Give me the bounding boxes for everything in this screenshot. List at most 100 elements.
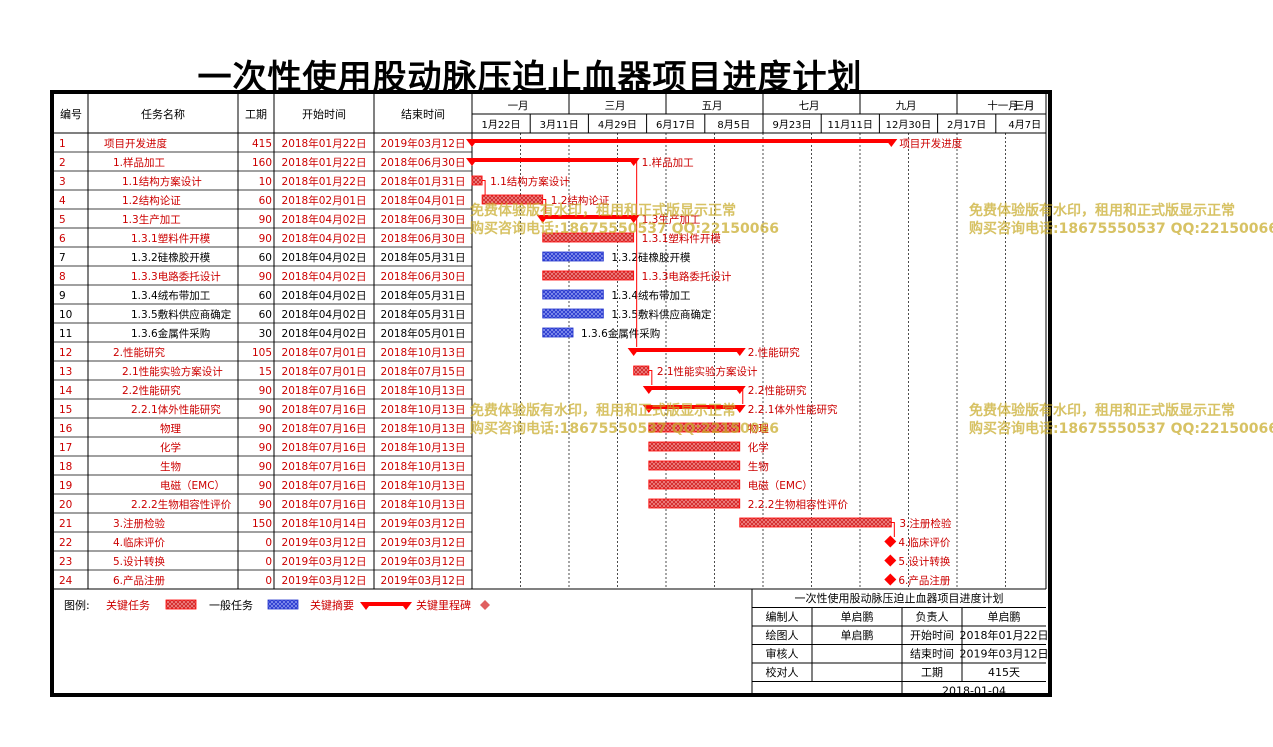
legend-normal-swatch [267, 599, 299, 610]
bar-label: 2.1性能实验方案设计 [657, 365, 758, 378]
task-end: 2019年03月12日 [381, 555, 466, 568]
task-name: 1.3生产加工 [122, 213, 181, 226]
task-end: 2018年06月30日 [381, 270, 466, 283]
bar-label: 1.3.1塑料件开模 [642, 232, 722, 245]
dependency-arrow [633, 161, 638, 347]
bar-label: 电磁（EMC） [748, 479, 813, 492]
month-label: 一月 [1014, 100, 1035, 112]
task-duration: 90 [259, 480, 272, 492]
date-label: 4月7日 [1008, 119, 1041, 131]
bar-label: 2.2性能研究 [748, 384, 807, 397]
task-start: 2018年07月16日 [282, 384, 367, 397]
summary-start-marker [466, 158, 478, 166]
date-label: 8月5日 [717, 119, 750, 131]
legend-critical-summary: 关键摘要 [310, 598, 354, 612]
task-id: 3 [59, 176, 66, 188]
task-id: 13 [59, 366, 72, 378]
task-end: 2018年10月13日 [381, 479, 466, 492]
info-title: 一次性使用股动脉压迫止血器项目进度计划 [795, 591, 1004, 605]
summary-end-marker [733, 348, 746, 356]
task-id: 2 [59, 157, 66, 169]
bar-label: 3.注册检验 [899, 517, 952, 530]
task-name: 1.3.3电路委托设计 [131, 270, 221, 283]
bar-label: 1.3.4绒布带加工 [611, 289, 690, 302]
task-start: 2018年04月02日 [282, 308, 367, 321]
task-start: 2018年01月22日 [282, 156, 367, 169]
task-name: 1.样品加工 [113, 156, 165, 169]
bar-label: 6.产品注册 [898, 574, 951, 587]
info-cell: 单启鹏 [841, 611, 874, 624]
task-start: 2018年01月22日 [282, 137, 367, 150]
critical-task-bar [739, 517, 892, 528]
info-cell: 单启鹏 [988, 611, 1021, 624]
task-start: 2018年04月02日 [282, 270, 367, 283]
critical-task-bar [648, 498, 741, 509]
task-name: 4.临床评价 [113, 536, 166, 549]
task-start: 2018年04月02日 [282, 251, 367, 264]
task-name: 3.注册检验 [113, 517, 166, 530]
task-name: 2.性能研究 [113, 346, 166, 359]
month-label: 十一月 [987, 99, 1019, 112]
task-duration: 90 [259, 461, 272, 473]
task-id: 22 [59, 537, 72, 549]
date-label: 9月23日 [772, 119, 811, 131]
info-cell: 校对人 [766, 665, 799, 679]
critical-task-bar [471, 175, 483, 186]
task-end: 2018年05月31日 [381, 251, 466, 264]
date-label: 3月11日 [540, 119, 579, 131]
task-duration: 90 [259, 404, 272, 416]
summary-bar [648, 386, 740, 390]
month-label: 三月 [605, 100, 626, 112]
task-id: 20 [59, 499, 72, 511]
task-duration: 150 [252, 518, 272, 530]
task-start: 2018年01月22日 [282, 175, 367, 188]
task-id: 8 [59, 271, 66, 283]
task-id: 1 [59, 138, 66, 150]
bar-label: 生物 [748, 460, 769, 473]
task-name: 化学 [160, 441, 181, 454]
task-duration: 90 [259, 233, 272, 245]
date-label: 12月30日 [886, 119, 931, 131]
bar-label: 5.设计转换 [898, 555, 951, 568]
dependency-arrow [648, 370, 653, 385]
task-end: 2018年05月01日 [381, 327, 466, 340]
task-end: 2018年07月15日 [381, 365, 466, 378]
task-start: 2018年07月01日 [282, 346, 367, 359]
info-cell: 结束时间 [910, 648, 954, 661]
info-cell: 2019年03月12日 [960, 647, 1049, 661]
task-name: 2.2.1体外性能研究 [131, 403, 221, 416]
info-cell: 审核人 [766, 647, 799, 661]
task-end: 2019年03月12日 [381, 536, 466, 549]
normal-task-bar [542, 308, 604, 319]
date-label: 2月17日 [947, 119, 986, 131]
task-duration: 0 [265, 537, 272, 549]
task-end: 2018年10月13日 [381, 403, 466, 416]
bar-label: 1.2结构论证 [551, 194, 610, 207]
task-end: 2018年06月30日 [381, 232, 466, 245]
task-end: 2018年10月13日 [381, 498, 466, 511]
task-id: 11 [59, 328, 72, 340]
bar-label: 物理 [748, 422, 769, 435]
task-start: 2018年07月01日 [282, 365, 367, 378]
date-label: 6月17日 [656, 119, 695, 131]
task-duration: 30 [259, 328, 272, 340]
task-start: 2019年03月12日 [282, 574, 367, 587]
dependency-arrow [739, 389, 744, 404]
legend-caption: 图例: [64, 598, 90, 612]
task-start: 2018年04月02日 [282, 213, 367, 226]
task-name: 项目开发进度 [104, 137, 167, 150]
milestone-marker [884, 554, 897, 567]
bar-label: 2.2.2生物相容性评价 [748, 498, 849, 511]
task-start: 2018年07月16日 [282, 460, 367, 473]
task-id: 23 [59, 556, 72, 568]
task-end: 2018年06月30日 [381, 156, 466, 169]
task-name: 生物 [160, 460, 181, 473]
bar-label: 1.3.6金属件采购 [581, 327, 660, 340]
task-duration: 0 [265, 556, 272, 568]
bar-label: 化学 [748, 441, 769, 454]
task-id: 17 [59, 442, 72, 454]
task-name: 5.设计转换 [113, 555, 166, 568]
info-date: 2018-01-04 [942, 685, 1006, 694]
task-id: 18 [59, 461, 72, 473]
task-name: 1.3.4绒布带加工 [131, 289, 210, 302]
